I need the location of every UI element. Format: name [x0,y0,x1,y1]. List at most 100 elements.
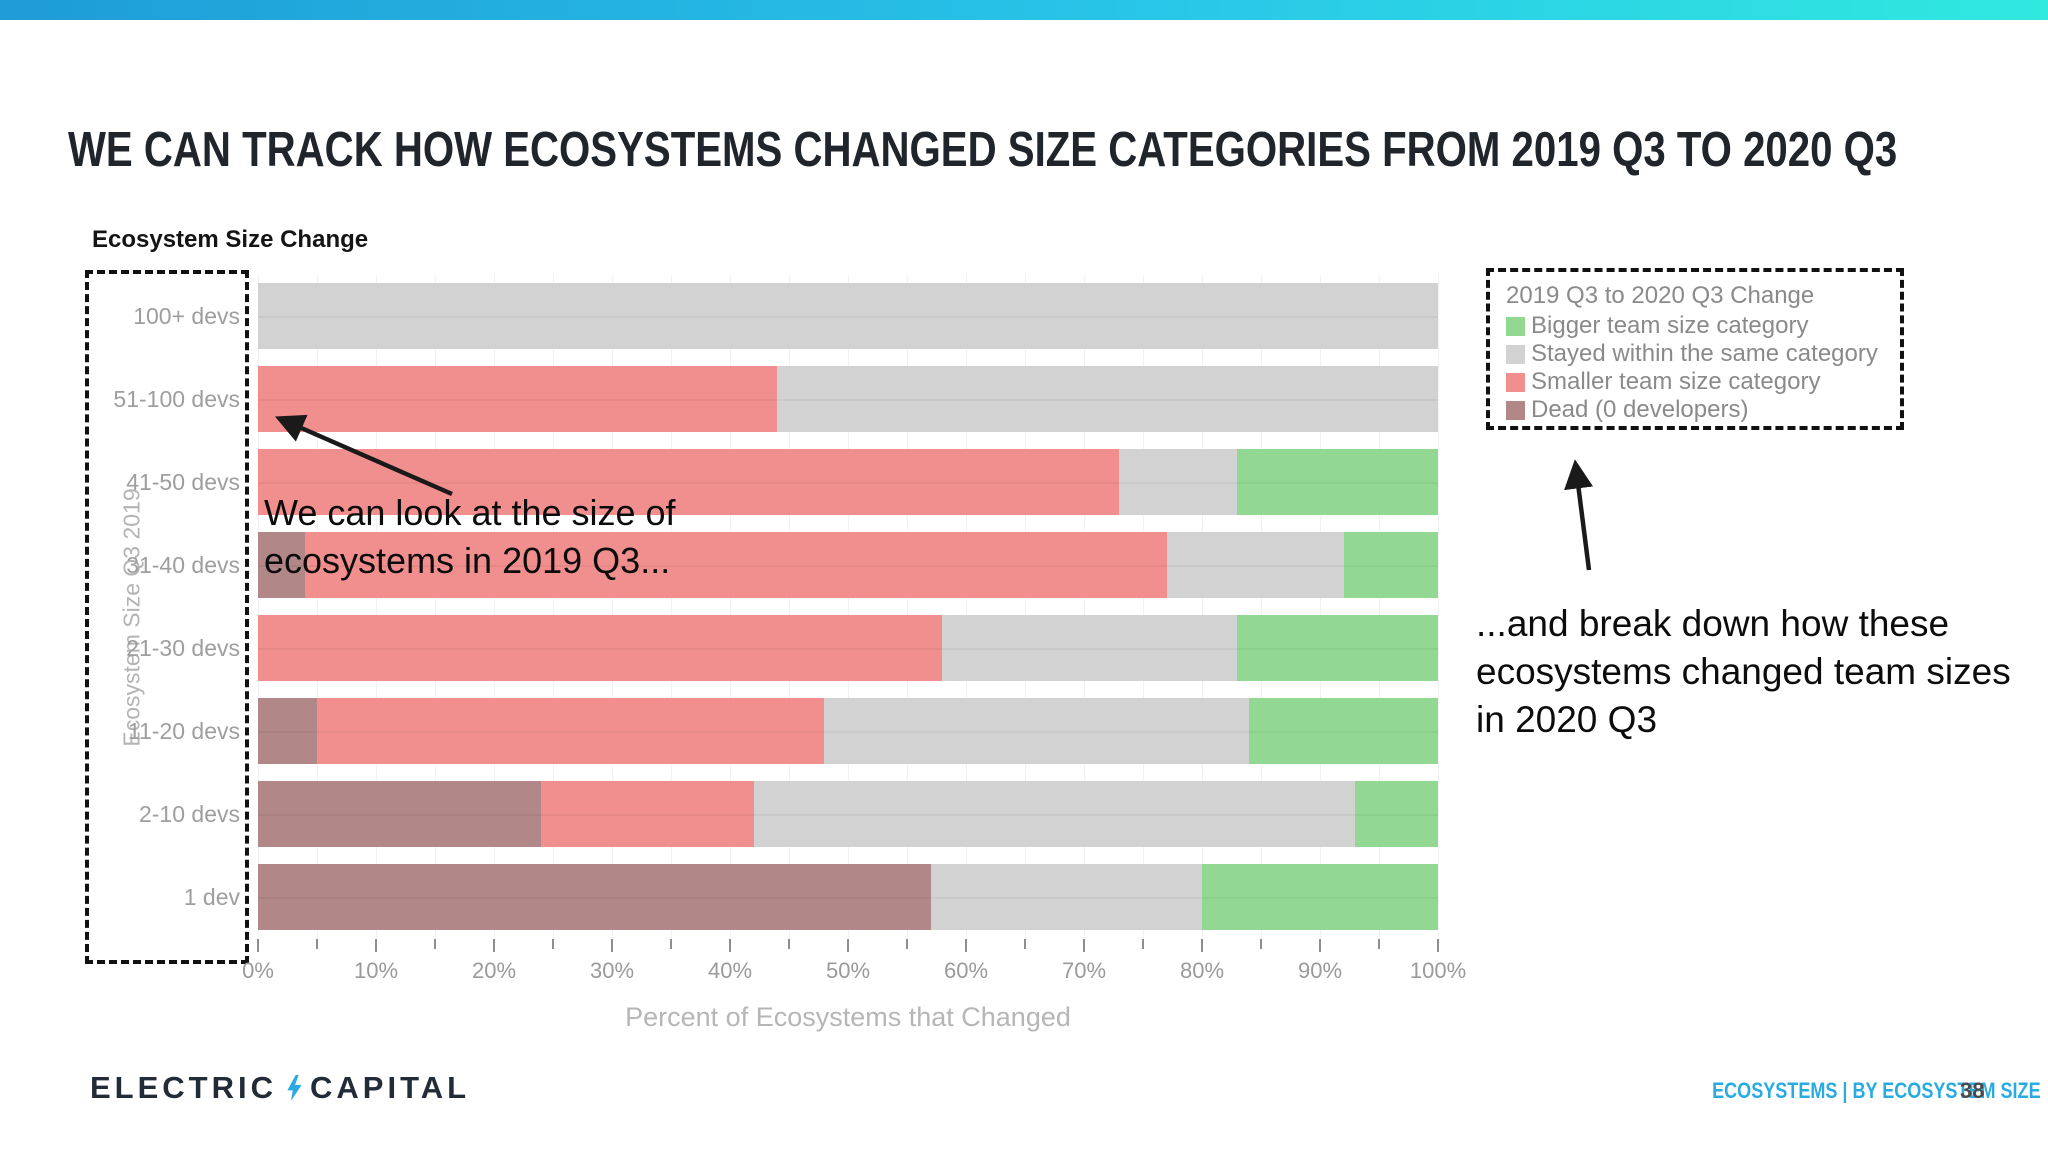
lightning-bolt-icon [287,1075,302,1101]
bar-segment [1202,864,1438,930]
x-tick-40 [729,939,731,952]
x-tick-90 [1319,939,1321,952]
annotation-right-line2: ecosystems changed team sizes [1476,651,2011,692]
row-gridline [258,316,1438,318]
legend-item: Stayed within the same category [1506,340,1900,368]
legend-item: Smaller team size category [1506,368,1900,396]
bar-segment [317,698,825,764]
gridline-40 [730,275,731,939]
category-highlight-dashed-box [85,270,249,964]
gridline-10 [376,275,377,939]
footer-section-label: ECOSYSTEMS | BY ECOSYSTEM SIZE [1640,1078,2040,1104]
x-axis-ticks [257,939,1439,953]
row-gridline [258,565,1438,567]
legend-swatch-icon [1506,400,1525,420]
gridline-70 [1084,275,1085,939]
gridline-75 [1143,275,1144,939]
bar-segment [258,698,317,764]
annotation-left-line2: ecosystems in 2019 Q3... [264,540,671,581]
legend-item-label: Smaller team size category [1531,368,1821,395]
x-tick-100 [1437,939,1439,952]
x-tick-label-40: 40% [707,958,753,983]
row-gridline [258,399,1438,401]
legend-item-label: Dead (0 developers) [1531,396,1749,423]
bar-segment [753,781,1356,847]
gridline-65 [1025,275,1026,939]
right-annotation-arrow [1564,459,1594,571]
x-tick-55 [906,939,908,949]
bar-segment [777,366,1438,432]
x-tick-10 [375,939,377,952]
x-tick-20 [493,939,495,952]
x-tick-30 [611,939,613,952]
gridline-15 [435,275,436,939]
gridline-35 [671,275,672,939]
x-tick-label-60: 60% [943,958,989,983]
row-gridline [258,814,1438,816]
bar-row-100+-devs [258,283,1438,349]
annotation-right-line1: ...and break down how these [1476,603,1950,644]
legend-box: 2019 Q3 to 2020 Q3 Change Bigger team si… [1486,268,1904,430]
x-tick-label-70: 70% [1061,958,1107,983]
y-tick-label-21-30-devs: 21-30 devs [126,635,240,661]
y-tick-label-31-40-devs: 31-40 devs [126,552,240,578]
x-tick-60 [965,939,967,952]
y-axis-tick-labels: 100+ devs 51-100 devs 41-50 devs 31-40 devs… [100,275,240,939]
x-tick-45 [788,939,790,949]
brand-word-capital: CAPITAL [310,1070,471,1105]
x-tick-5 [316,939,318,949]
bar-segment [930,864,1202,930]
gridline-80 [1202,275,1203,939]
legend-item: Dead (0 developers) [1506,396,1900,424]
bar-segment [258,532,306,598]
bar-segment [1119,449,1238,515]
x-tick-15 [434,939,436,949]
y-tick-label-2-10-devs: 2-10 devs [138,801,240,827]
legend-item: Bigger team size category [1506,312,1900,340]
gridline-30 [612,275,613,939]
x-tick-70 [1083,939,1085,952]
gridline-90 [1320,275,1321,939]
bar-segment [305,532,1167,598]
gridline-55 [907,275,908,939]
y-tick-label-51-100-devs: 51-100 devs [113,386,240,412]
annotation-right-line3: in 2020 Q3 [1476,699,1658,740]
annotation-right: ...and break down how these ecosystems c… [1476,600,2011,744]
legend-swatch-icon [1506,344,1525,364]
bar-row-51-100-devs [258,366,1438,432]
x-tick-95 [1378,939,1380,949]
x-tick-85 [1260,939,1262,949]
bar-row-2-10-devs [258,781,1438,847]
top-accent-bar [0,0,2048,20]
legend-swatch-icon [1506,316,1525,336]
plot-area [258,275,1439,939]
x-tick-80 [1201,939,1203,952]
legend-items: Bigger team size category Stayed within t… [1506,312,1900,424]
x-tick-label-0: 0% [242,958,274,983]
x-tick-35 [670,939,672,949]
legend-swatch-icon [1506,372,1525,392]
bar-row-21-30-devs [258,615,1438,681]
x-tick-75 [1142,939,1144,949]
slide-title: WE CAN TRACK HOW ECOSYSTEMS CHANGED SIZE… [68,122,2048,178]
bar-segment [1355,781,1438,847]
gridline-100 [1438,275,1439,939]
brand-logo: ELECTRIC CAPITAL [90,1070,470,1106]
bar-segment [1237,615,1438,681]
bar-segment [942,615,1238,681]
row-gridline [258,482,1438,484]
y-tick-label-11-20-devs: 11-20 devs [127,718,240,744]
bar-segment [258,283,1438,349]
y-tick-label-41-50-devs: 41-50 devs [126,469,240,495]
bar-segment [1237,449,1438,515]
gridline-25 [553,275,554,939]
bar-segment [1166,532,1344,598]
bar-segment [541,781,754,847]
legend-item-label: Bigger team size category [1531,312,1809,339]
annotation-left-line1: We can look at the size of [264,492,676,533]
x-tick-label-10: 10% [353,958,399,983]
x-tick-label-20: 20% [471,958,517,983]
y-tick-label-1-dev: 1 dev [183,884,240,910]
brand-word-electric: ELECTRIC [90,1070,277,1105]
